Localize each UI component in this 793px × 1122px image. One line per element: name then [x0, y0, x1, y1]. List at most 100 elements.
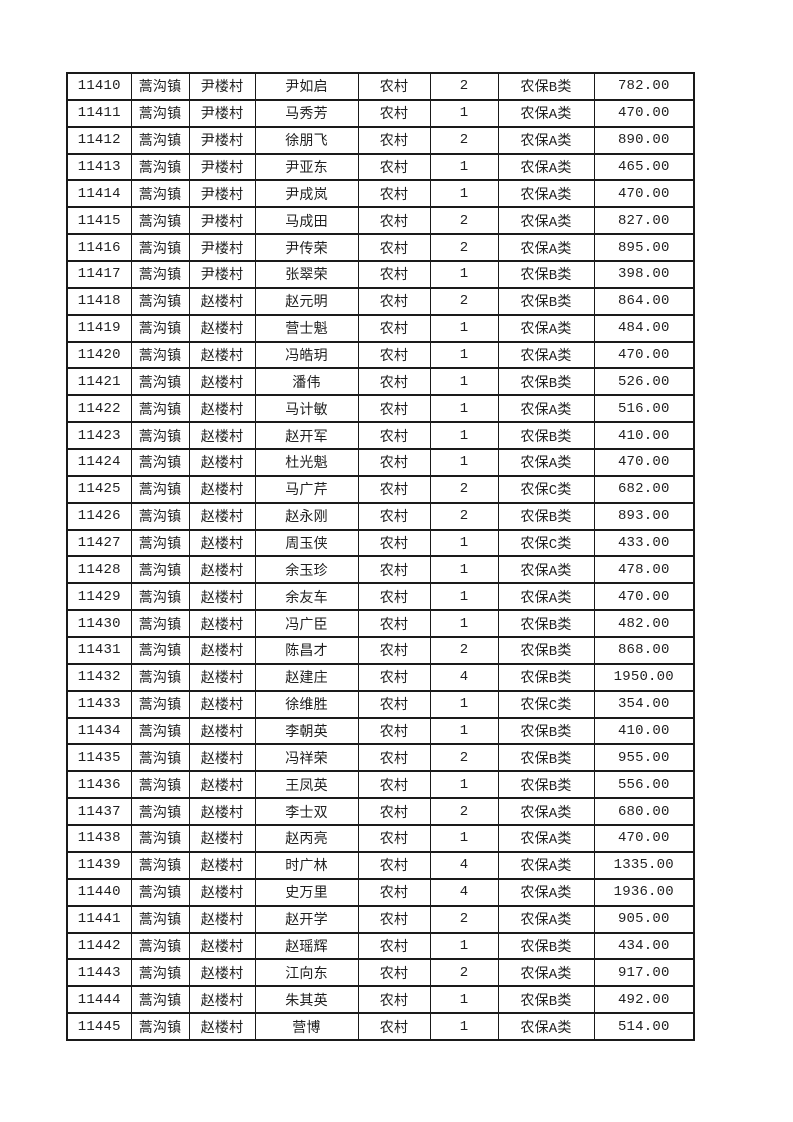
cell-person-count: 1	[429, 313, 499, 343]
cell-record-id: 11421	[66, 367, 132, 397]
cell-person-count: 2	[429, 286, 499, 316]
cell-insurance-category: 农保B类	[497, 609, 595, 639]
cell-amount: 868.00	[593, 636, 695, 665]
table-row: 11438 蒿沟镇 赵楼村 赵丙亮 农村 1 农保A类 470.00	[66, 824, 695, 853]
cell-amount: 470.00	[593, 582, 695, 612]
cell-residence-type: 农村	[357, 877, 431, 907]
cell-record-id: 11430	[66, 609, 132, 639]
cell-person-count: 1	[429, 555, 499, 585]
table-row: 11441 蒿沟镇 赵楼村 赵开学 农村 2 农保A类 905.00	[66, 904, 695, 934]
cell-record-id: 11424	[66, 448, 132, 477]
cell-amount: 465.00	[593, 152, 695, 182]
cell-residence-type: 农村	[357, 662, 431, 692]
cell-village: 赵楼村	[188, 662, 256, 692]
table-row: 11426 蒿沟镇 赵楼村 赵永刚 农村 2 农保B类 893.00	[66, 501, 695, 531]
cell-person-name: 李士双	[254, 797, 359, 827]
cell-person-count: 1	[429, 394, 499, 424]
table-row: 11411 蒿沟镇 尹楼村 马秀芳 农村 1 农保A类 470.00	[66, 98, 695, 128]
cell-village: 赵楼村	[188, 474, 256, 504]
cell-person-name: 王凤英	[254, 770, 359, 800]
cell-village: 尹楼村	[188, 233, 256, 263]
cell-residence-type: 农村	[357, 824, 431, 853]
cell-insurance-category: 农保A类	[497, 340, 595, 370]
cell-person-count: 2	[429, 797, 499, 827]
cell-record-id: 11436	[66, 770, 132, 800]
cell-village: 赵楼村	[188, 1012, 256, 1041]
cell-insurance-category: 农保C类	[497, 474, 595, 504]
cell-residence-type: 农村	[357, 72, 431, 101]
cell-insurance-category: 农保B类	[497, 260, 595, 289]
table-row: 11427 蒿沟镇 赵楼村 周玉侠 农村 1 农保C类 433.00	[66, 528, 695, 558]
cell-insurance-category: 农保A类	[497, 233, 595, 263]
table-row: 11421 蒿沟镇 赵楼村 潘伟 农村 1 农保B类 526.00	[66, 367, 695, 397]
table-row: 11435 蒿沟镇 赵楼村 冯祥荣 农村 2 农保B类 955.00	[66, 743, 695, 773]
cell-village: 赵楼村	[188, 394, 256, 424]
cell-amount: 890.00	[593, 125, 695, 155]
table-row: 11419 蒿沟镇 赵楼村 营士魁 农村 1 农保A类 484.00	[66, 313, 695, 343]
cell-town: 蒿沟镇	[130, 931, 190, 961]
cell-person-name: 陈昌才	[254, 636, 359, 665]
cell-village: 赵楼村	[188, 716, 256, 746]
cell-town: 蒿沟镇	[130, 716, 190, 746]
cell-amount: 433.00	[593, 528, 695, 558]
cell-town: 蒿沟镇	[130, 609, 190, 639]
cell-person-name: 余玉珍	[254, 555, 359, 585]
cell-record-id: 11427	[66, 528, 132, 558]
cell-person-count: 4	[429, 877, 499, 907]
cell-record-id: 11429	[66, 582, 132, 612]
cell-amount: 398.00	[593, 260, 695, 289]
table-row: 11428 蒿沟镇 赵楼村 余玉珍 农村 1 农保A类 478.00	[66, 555, 695, 585]
cell-insurance-category: 农保B类	[497, 716, 595, 746]
cell-town: 蒿沟镇	[130, 72, 190, 101]
cell-insurance-category: 农保A类	[497, 206, 595, 236]
cell-amount: 410.00	[593, 716, 695, 746]
cell-amount: 516.00	[593, 394, 695, 424]
cell-residence-type: 农村	[357, 797, 431, 827]
cell-village: 赵楼村	[188, 931, 256, 961]
cell-amount: 514.00	[593, 1012, 695, 1041]
cell-village: 赵楼村	[188, 286, 256, 316]
cell-person-name: 冯皓玥	[254, 340, 359, 370]
cell-person-name: 赵瑶辉	[254, 931, 359, 961]
cell-residence-type: 农村	[357, 286, 431, 316]
cell-residence-type: 农村	[357, 421, 431, 451]
cell-residence-type: 农村	[357, 958, 431, 988]
cell-amount: 827.00	[593, 206, 695, 236]
cell-insurance-category: 农保A类	[497, 797, 595, 827]
cell-residence-type: 农村	[357, 528, 431, 558]
cell-person-count: 4	[429, 662, 499, 692]
cell-residence-type: 农村	[357, 340, 431, 370]
table-row: 11418 蒿沟镇 赵楼村 赵元明 农村 2 农保B类 864.00	[66, 286, 695, 316]
cell-insurance-category: 农保A类	[497, 179, 595, 209]
cell-residence-type: 农村	[357, 313, 431, 343]
cell-record-id: 11418	[66, 286, 132, 316]
cell-person-name: 徐维胜	[254, 689, 359, 719]
cell-record-id: 11433	[66, 689, 132, 719]
cell-residence-type: 农村	[357, 609, 431, 639]
cell-town: 蒿沟镇	[130, 340, 190, 370]
cell-amount: 434.00	[593, 931, 695, 961]
cell-residence-type: 农村	[357, 689, 431, 719]
cell-town: 蒿沟镇	[130, 958, 190, 988]
table-row: 11443 蒿沟镇 赵楼村 江向东 农村 2 农保A类 917.00	[66, 958, 695, 988]
table-row: 11413 蒿沟镇 尹楼村 尹亚东 农村 1 农保A类 465.00	[66, 152, 695, 182]
cell-amount: 482.00	[593, 609, 695, 639]
cell-person-count: 1	[429, 931, 499, 961]
cell-person-name: 江向东	[254, 958, 359, 988]
cell-person-name: 杜光魁	[254, 448, 359, 477]
cell-village: 赵楼村	[188, 313, 256, 343]
cell-person-count: 1	[429, 582, 499, 612]
cell-person-count: 2	[429, 233, 499, 263]
cell-record-id: 11410	[66, 72, 132, 101]
cell-person-name: 赵开学	[254, 904, 359, 934]
cell-town: 蒿沟镇	[130, 152, 190, 182]
cell-amount: 895.00	[593, 233, 695, 263]
cell-village: 赵楼村	[188, 743, 256, 773]
cell-person-count: 2	[429, 743, 499, 773]
table-row: 11417 蒿沟镇 尹楼村 张翠荣 农村 1 农保B类 398.00	[66, 260, 695, 289]
cell-residence-type: 农村	[357, 233, 431, 263]
cell-person-count: 2	[429, 904, 499, 934]
cell-town: 蒿沟镇	[130, 824, 190, 853]
cell-amount: 682.00	[593, 474, 695, 504]
cell-residence-type: 农村	[357, 260, 431, 289]
